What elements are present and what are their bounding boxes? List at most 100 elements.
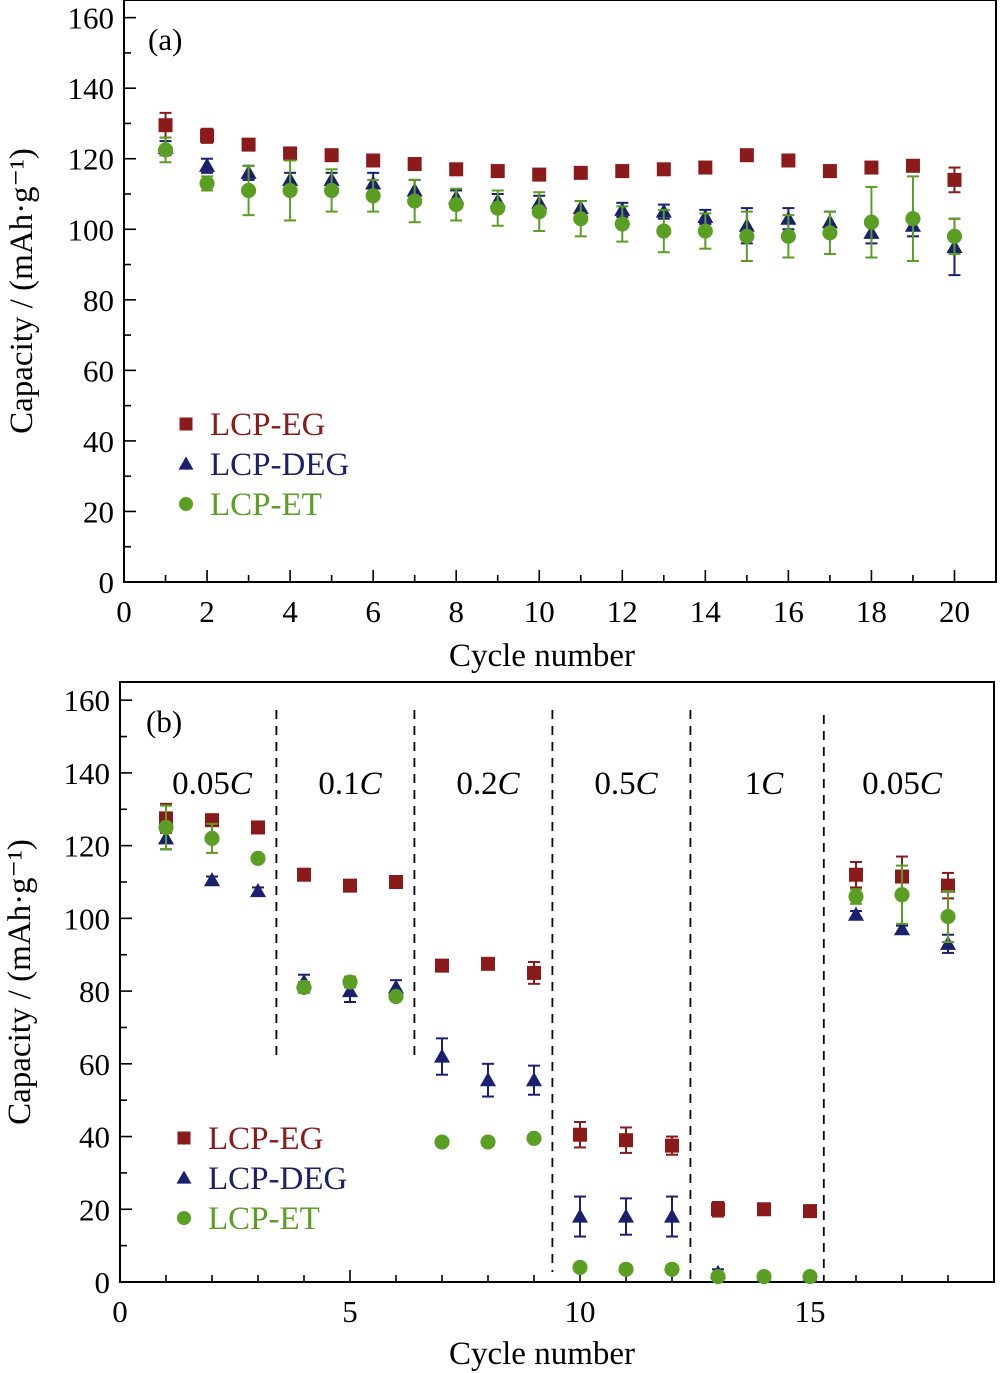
data-point-et — [940, 908, 956, 925]
panel-b-y-axis-title: Capacity / (mAh·g⁻¹) — [2, 839, 38, 1125]
data-point-et — [780, 228, 796, 244]
data-point-eg — [158, 118, 173, 133]
rate-label: 0.05C — [862, 766, 943, 802]
data-point-eg — [864, 160, 879, 175]
data-point-eg — [532, 167, 547, 182]
x-tick-label: 10 — [565, 1294, 596, 1329]
rate-label: 0.1C — [318, 766, 382, 802]
data-point-et — [863, 214, 879, 230]
x-tick-label: 2 — [199, 594, 215, 629]
data-point-deg — [663, 1208, 681, 1223]
x-tick-label: 16 — [773, 594, 804, 629]
data-point-deg — [198, 157, 216, 172]
data-point-eg — [905, 158, 920, 173]
data-point-deg — [893, 921, 911, 936]
panel-a-chart: 0 2 4 6 8 10 12 14 16 18 20 0 20 40 60 80 100 120 140 160 (… — [4, 0, 997, 674]
data-point-et — [296, 979, 312, 996]
rate-label: 0.5C — [594, 766, 658, 802]
data-point-et — [434, 1134, 450, 1150]
y-tick-label: 60 — [83, 353, 114, 388]
data-point-eg — [781, 153, 796, 168]
data-point-eg — [200, 128, 215, 143]
legend-marker-eg — [179, 417, 193, 431]
y-tick-label: 160 — [64, 683, 111, 718]
data-point-et — [946, 228, 963, 244]
x-tick-label: 12 — [607, 594, 638, 629]
data-point-eg — [324, 148, 339, 163]
data-point-et — [848, 888, 864, 905]
legend-label-et: LCP-ET — [208, 1201, 320, 1237]
panel-a-label: (a) — [148, 22, 182, 57]
panel-b-chart: 0 5 10 15 0 20 40 60 80 100 120 140 160 0.05C 0.1C 0.2… — [2, 681, 995, 1372]
legend-marker-et — [178, 496, 194, 512]
legend-marker-et — [176, 1210, 192, 1226]
x-tick-label: 6 — [365, 594, 381, 629]
data-point-eg — [343, 878, 357, 893]
data-point-et — [342, 974, 358, 990]
y-tick-label: 80 — [79, 974, 110, 1009]
y-tick-label: 40 — [79, 1120, 110, 1155]
y-tick-label: 40 — [83, 424, 114, 459]
data-point-eg — [656, 162, 671, 177]
data-point-eg — [698, 160, 713, 175]
data-point-eg — [490, 164, 505, 179]
x-tick-label: 4 — [282, 594, 298, 629]
panel-b-rate-labels: 0.05C 0.1C 0.2C 0.5C 1C 0.05C — [172, 766, 943, 802]
data-point-eg — [947, 172, 962, 187]
x-tick-label: 5 — [342, 1294, 358, 1329]
data-point-et — [710, 1268, 726, 1285]
x-tick-label: 8 — [448, 594, 464, 629]
data-point-et — [365, 188, 381, 204]
panel-b-rate-dividers — [275, 710, 825, 1282]
data-point-eg — [435, 958, 449, 973]
data-point-eg — [449, 162, 464, 177]
data-point-et — [572, 1259, 588, 1276]
y-tick-label: 0 — [95, 1265, 111, 1300]
data-point-eg — [619, 1133, 633, 1148]
data-point-eg — [822, 164, 837, 179]
x-tick-label: 0 — [112, 1294, 128, 1329]
data-point-eg — [739, 148, 754, 163]
data-point-et — [199, 175, 215, 191]
data-point-et — [241, 182, 257, 199]
rate-label: 0.05C — [172, 766, 253, 802]
panel-a-marks — [157, 111, 963, 277]
data-point-et — [324, 182, 340, 199]
data-point-eg — [407, 157, 422, 172]
data-point-eg — [803, 1204, 817, 1219]
data-point-et — [739, 228, 755, 244]
y-tick-label: 120 — [64, 829, 111, 864]
data-point-et — [756, 1268, 772, 1285]
data-point-eg — [757, 1202, 771, 1217]
panel-b-x-axis-title: Cycle number — [449, 1336, 635, 1372]
data-point-et — [448, 197, 464, 213]
legend-label-eg: LCP-EG — [208, 1121, 324, 1157]
y-tick-label: 60 — [79, 1047, 110, 1082]
data-point-eg — [573, 1127, 587, 1142]
data-point-deg — [433, 1048, 451, 1063]
legend-label-deg: LCP-DEG — [208, 1161, 347, 1197]
panel-a-x-axis-title: Cycle number — [449, 638, 635, 674]
data-point-deg — [249, 883, 267, 898]
y-tick-label: 0 — [99, 565, 115, 600]
x-tick-label: 14 — [690, 594, 722, 629]
data-point-et — [894, 887, 910, 903]
data-point-et — [407, 193, 423, 209]
y-tick-label: 140 — [64, 756, 111, 791]
data-point-et — [526, 1130, 542, 1146]
data-point-deg — [847, 906, 865, 921]
panel-a-y-axis-title: Capacity / (mAh·g⁻¹) — [4, 148, 40, 434]
data-point-et — [664, 1261, 680, 1277]
panel-b-ticks: 0 5 10 15 0 20 40 60 80 100 120 140 160 — [64, 683, 995, 1329]
data-point-eg — [297, 867, 311, 882]
y-tick-label: 100 — [68, 212, 115, 247]
data-point-et — [250, 850, 266, 866]
rate-label: 0.2C — [456, 766, 520, 802]
data-point-deg — [525, 1072, 543, 1087]
y-tick-label: 80 — [83, 283, 114, 318]
data-point-et — [490, 200, 506, 216]
data-point-et — [204, 830, 220, 846]
data-point-et — [158, 819, 174, 836]
y-tick-label: 20 — [79, 1192, 110, 1227]
